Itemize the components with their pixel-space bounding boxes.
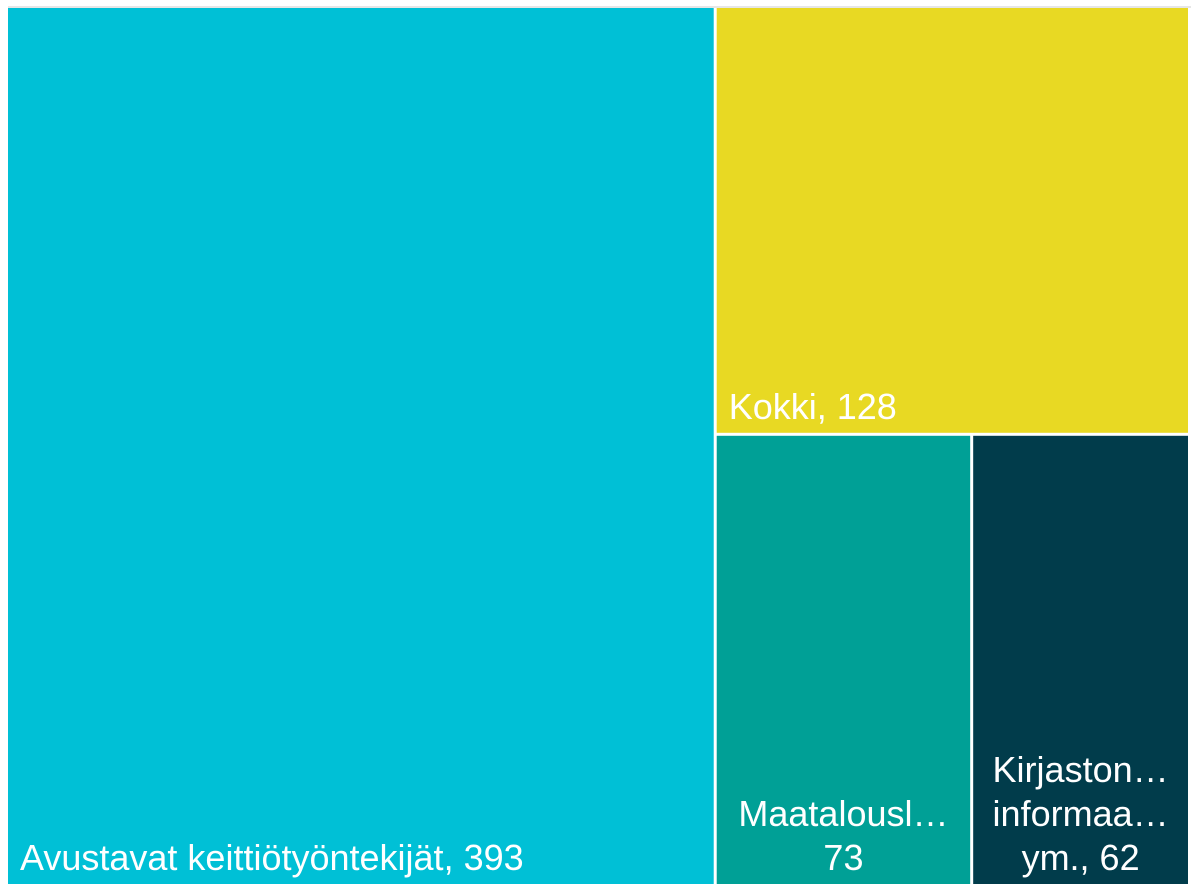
tile [973,435,1188,884]
tile-label: 73 [823,837,863,878]
tile [716,435,971,884]
tile-label: ym., 62 [1022,837,1140,878]
tile-label: Kirjaston… [993,749,1169,790]
tile-label: Kokki, 128 [729,386,897,427]
tile [8,8,714,884]
tile-label: Maatalousl… [738,793,948,834]
tile [716,8,1188,433]
tile-label: informaa… [993,793,1169,834]
tile-label: Avustavat keittiötyöntekijät, 393 [20,837,524,878]
